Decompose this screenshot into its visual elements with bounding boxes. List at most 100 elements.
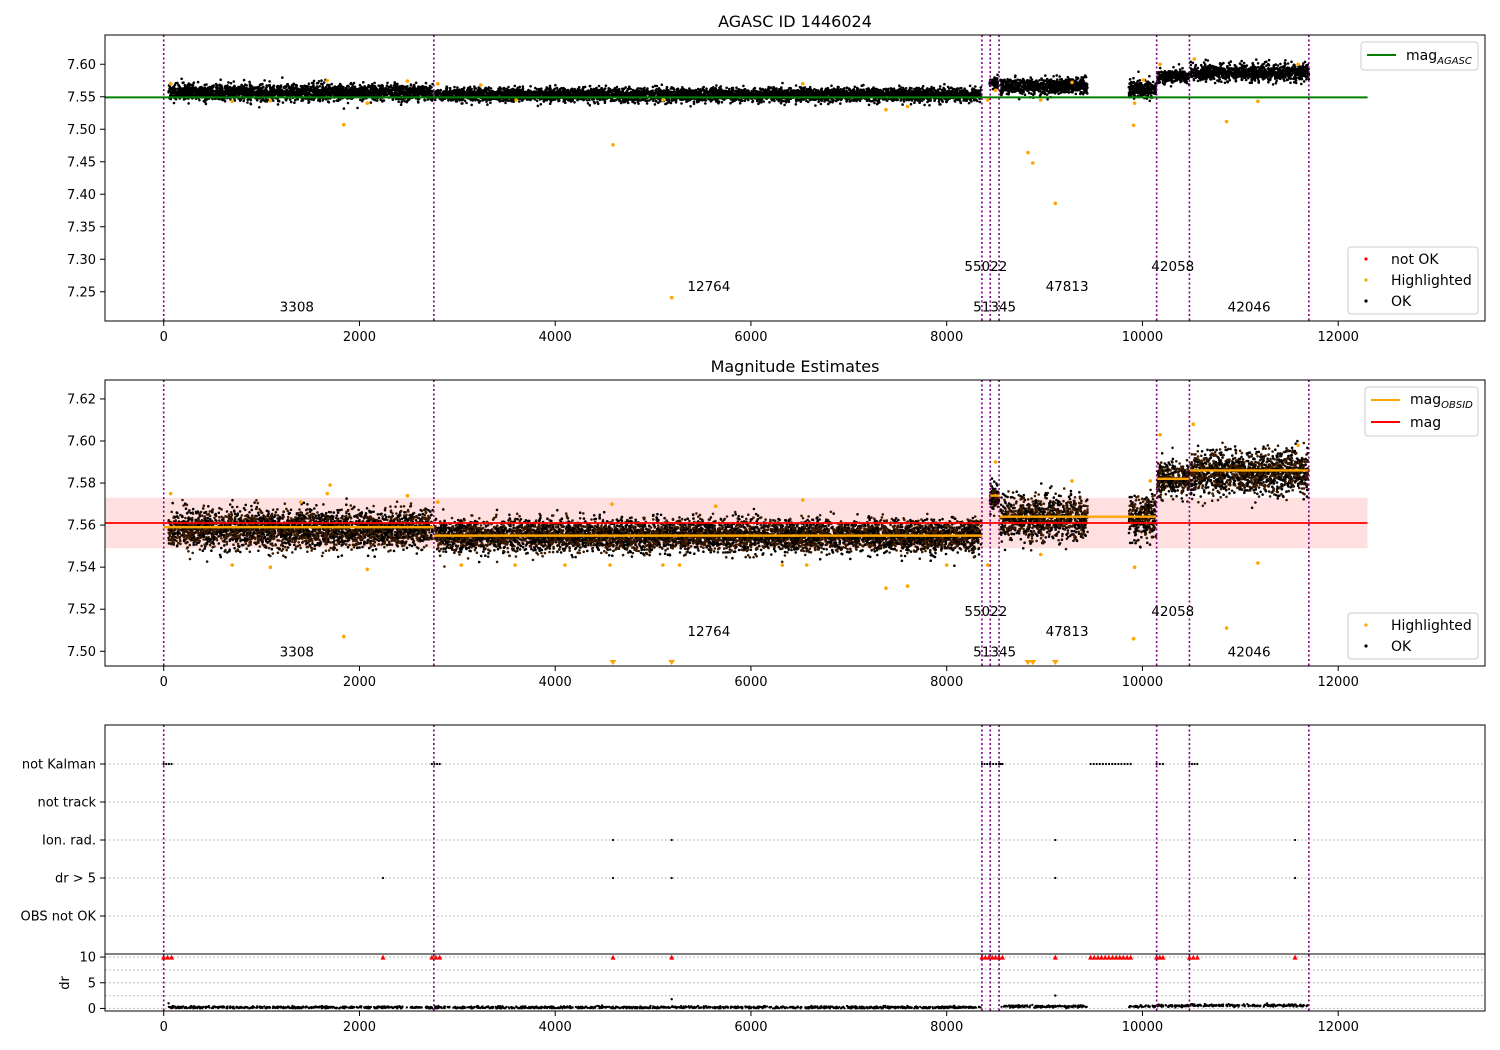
ok-point xyxy=(781,81,784,85)
ok-point xyxy=(399,91,403,94)
ok-point xyxy=(429,98,433,101)
ok-point xyxy=(371,82,374,86)
ok-point xyxy=(172,101,176,105)
ok-point xyxy=(407,90,411,94)
ok-point xyxy=(173,83,177,87)
ok-point xyxy=(356,106,359,110)
ok-point xyxy=(225,86,228,89)
ok-point xyxy=(281,76,284,79)
ok-point xyxy=(368,92,372,95)
ok-point xyxy=(901,103,904,106)
ok-point xyxy=(271,88,275,91)
ok-point xyxy=(192,81,196,84)
ok-point xyxy=(485,100,488,103)
ok-point xyxy=(968,84,972,88)
ok-point xyxy=(257,89,260,92)
ok-point xyxy=(333,85,337,88)
ok-point xyxy=(738,101,742,105)
ok-point xyxy=(645,99,649,103)
ok-point xyxy=(196,80,200,84)
ok-point xyxy=(301,87,304,90)
ok-point xyxy=(576,98,579,102)
ok-point xyxy=(276,103,280,106)
ok-point xyxy=(448,86,452,90)
ok-point xyxy=(373,87,376,91)
ok-point xyxy=(232,88,235,92)
ok-point xyxy=(312,84,315,87)
ok-point xyxy=(216,90,220,94)
ok-point xyxy=(313,86,316,89)
ok-point xyxy=(735,86,738,89)
ok-point xyxy=(194,86,198,89)
ok-point xyxy=(923,103,926,107)
ok-point xyxy=(317,93,320,96)
ok-point xyxy=(194,92,198,96)
ok-point xyxy=(358,87,362,90)
ok-point xyxy=(294,98,297,102)
ok-point xyxy=(258,106,261,109)
ok-point xyxy=(268,80,271,83)
ok-point xyxy=(292,87,295,90)
ok-point xyxy=(347,85,351,88)
ok-point xyxy=(288,98,292,101)
panel1-title: AGASC ID 1446024 xyxy=(718,12,872,31)
ok-point xyxy=(757,102,760,106)
ok-point xyxy=(235,86,239,90)
ok-point xyxy=(249,102,252,105)
ok-point xyxy=(377,89,381,93)
ok-point xyxy=(828,100,832,103)
ok-point xyxy=(288,88,292,92)
ok-point xyxy=(236,89,239,93)
ok-point xyxy=(169,93,173,96)
ok-point xyxy=(375,99,379,102)
ok-point xyxy=(276,99,280,103)
ok-point xyxy=(335,99,339,102)
ok-point xyxy=(388,90,391,94)
ok-point xyxy=(180,77,183,81)
ok-point xyxy=(219,78,222,81)
ok-point xyxy=(403,100,407,103)
ok-point xyxy=(223,99,227,103)
ok-point xyxy=(204,102,208,106)
ok-point xyxy=(349,82,352,86)
ok-point xyxy=(814,104,817,107)
ok-point xyxy=(182,98,186,101)
ok-point xyxy=(227,81,230,84)
ok-point xyxy=(336,94,339,97)
ok-point xyxy=(187,91,191,94)
ok-point xyxy=(181,93,185,96)
ok-point xyxy=(335,89,339,92)
ok-point xyxy=(198,86,202,89)
ok-point xyxy=(291,84,294,88)
ok-point xyxy=(250,84,253,88)
ok-point xyxy=(228,88,231,91)
ok-point xyxy=(853,85,857,89)
ok-point xyxy=(403,90,406,94)
ok-point xyxy=(898,84,901,87)
ok-point xyxy=(361,88,364,91)
ok-point xyxy=(386,81,389,85)
ok-point xyxy=(344,92,348,96)
ok-point xyxy=(409,83,413,86)
ok-point xyxy=(191,88,194,92)
ok-point xyxy=(242,99,245,103)
ok-point xyxy=(407,98,411,102)
ok-point xyxy=(536,104,540,108)
ok-point xyxy=(913,101,916,104)
ok-point xyxy=(342,107,346,110)
ok-point xyxy=(412,88,416,91)
ok-point xyxy=(660,83,664,86)
ok-point xyxy=(705,87,708,90)
ok-point xyxy=(315,85,319,88)
ok-point xyxy=(645,102,649,105)
ok-point xyxy=(392,92,396,95)
ok-point xyxy=(268,86,272,90)
ok-point xyxy=(292,93,296,96)
ok-point xyxy=(202,90,205,93)
ok-point xyxy=(373,84,377,88)
ok-point xyxy=(362,81,365,84)
ok-point xyxy=(383,93,386,96)
ok-point xyxy=(214,82,218,86)
ok-point xyxy=(426,98,429,101)
ok-point xyxy=(640,87,643,91)
